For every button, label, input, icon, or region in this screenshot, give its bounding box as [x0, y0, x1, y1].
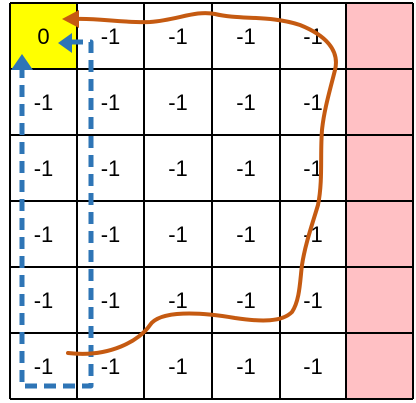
cell-labels: 0 -1 -1 -1 -1 -1 -1 -1 -1 -1 -1 -1 -1 -1 -1 -1 -1 -1 -1 -1 -…	[34, 24, 323, 379]
cell-value: -1	[236, 222, 256, 247]
blocked-cell	[346, 201, 413, 267]
cell-value: -1	[34, 90, 54, 115]
cell-value: -1	[34, 288, 54, 313]
blocked-cell	[346, 3, 413, 69]
cell-value: -1	[303, 156, 323, 181]
cell-value: -1	[101, 90, 121, 115]
cell-value: -1	[168, 156, 188, 181]
grid-cell	[77, 3, 144, 69]
blocked-cell	[346, 69, 413, 135]
grid-cell	[280, 267, 346, 333]
grid-cell	[280, 69, 346, 135]
grid-cell	[144, 201, 212, 267]
grid-cell	[212, 333, 280, 399]
grid-cell	[144, 333, 212, 399]
grid-cell	[144, 135, 212, 201]
cell-value: -1	[168, 354, 188, 379]
grid-cell	[280, 333, 346, 399]
cell-value: -1	[34, 354, 54, 379]
cell-value: -1	[303, 90, 323, 115]
solid-path-arrowhead	[62, 10, 79, 28]
cell-value: -1	[34, 222, 54, 247]
cell-value: -1	[236, 156, 256, 181]
cell-value: -1	[236, 24, 256, 49]
grid-cell	[144, 69, 212, 135]
cell-value: -1	[101, 222, 121, 247]
cell-value: -1	[101, 156, 121, 181]
grid-cell	[77, 135, 144, 201]
grid-cell	[280, 135, 346, 201]
cell-value: -1	[236, 354, 256, 379]
grid-cell	[77, 267, 144, 333]
cell-value: -1	[101, 288, 121, 313]
cell-value: -1	[34, 156, 54, 181]
dashed-path-arrowhead-up	[11, 54, 33, 70]
blocked-cell	[346, 267, 413, 333]
grid-cell	[77, 201, 144, 267]
cell-value: -1	[168, 222, 188, 247]
blocked-cell	[346, 333, 413, 399]
grid-cell	[212, 69, 280, 135]
cell-fills	[10, 3, 413, 399]
cell-value: 0	[37, 24, 49, 49]
cell-value: -1	[168, 288, 188, 313]
grid-cell	[212, 135, 280, 201]
cell-value: -1	[101, 24, 121, 49]
dashed-path	[19, 39, 94, 389]
dashed-path-arrowhead-left	[58, 33, 72, 53]
grid-cell	[280, 201, 346, 267]
cell-value: -1	[168, 90, 188, 115]
grid-cell	[212, 201, 280, 267]
solid-path	[66, 11, 338, 356]
cell-value: -1	[236, 90, 256, 115]
cell-value: -1	[303, 354, 323, 379]
cell-value: -1	[101, 354, 121, 379]
cell-value: -1	[303, 288, 323, 313]
cell-value: -1	[236, 288, 256, 313]
cell-value: -1	[168, 24, 188, 49]
blocked-cell	[346, 135, 413, 201]
grid-cell	[77, 69, 144, 135]
